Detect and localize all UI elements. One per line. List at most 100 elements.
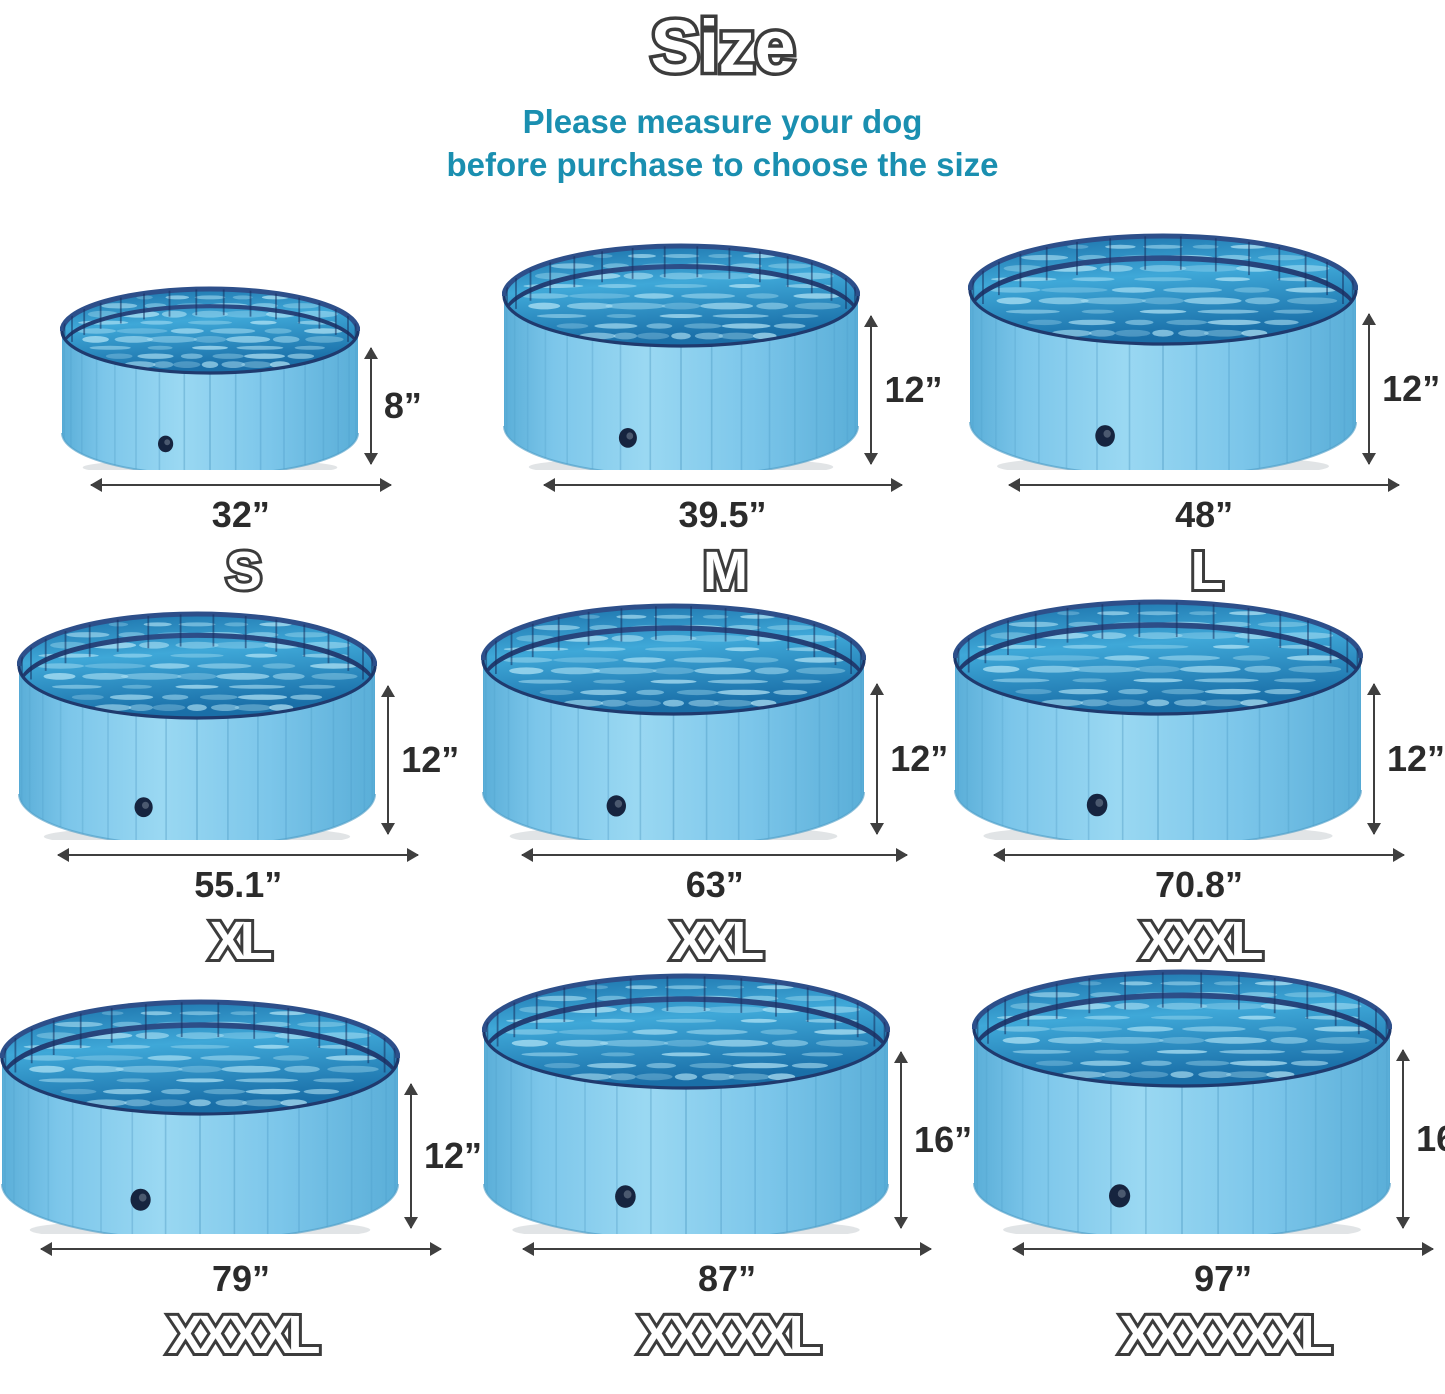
pool-illustration: [972, 969, 1393, 1234]
pool-wall-seams: [974, 1029, 1391, 1234]
drain-plug: [1109, 1184, 1131, 1208]
height-dimension: 12”: [387, 686, 459, 834]
pool-back-rim: [972, 969, 1393, 1030]
size-card-xxxxxl[interactable]: 16” 87” XXXXXL: [482, 972, 972, 1365]
pool-outer-wall: [954, 658, 1361, 840]
subtitle-line-1: Please measure your dog: [522, 102, 923, 140]
diameter-arrow-icon: [58, 854, 419, 856]
size-name-label: XL: [207, 911, 276, 971]
height-label: 12”: [884, 369, 943, 410]
water-sparkles: [22, 1011, 379, 1107]
height-dimension: 16”: [900, 1052, 972, 1228]
pool-wall-seams: [61, 331, 358, 470]
pool-outer-wall: [484, 1032, 889, 1234]
water-sparkles: [522, 254, 842, 340]
pool-wall-seams: [504, 296, 859, 470]
size-card-xl[interactable]: 12” 55.1” XL: [0, 610, 476, 971]
height-label: 8”: [383, 385, 422, 426]
pool-bottom-edge: [1, 1183, 399, 1234]
pool-with-height: 12”: [17, 610, 459, 840]
pool-xxxl: [952, 598, 1363, 840]
height-dimension: 12”: [870, 316, 943, 464]
pool-outer-wall: [483, 660, 865, 840]
size-name-label: XXL: [668, 911, 767, 971]
pool-xxxxxl: [482, 972, 891, 1234]
pool-wall-seams: [483, 660, 865, 840]
diameter-label: 32”: [211, 494, 270, 535]
pool-illustration: [17, 611, 378, 840]
page-subtitle: Please measure your dog before purchase …: [0, 100, 1445, 187]
height-dimension: 8”: [369, 348, 422, 464]
size-card-xxl[interactable]: 12” 63” XXL: [476, 602, 952, 971]
size-card-xxxxl[interactable]: 12” 79” XXXXL: [0, 998, 482, 1365]
pool-with-height: 16”: [482, 972, 972, 1234]
height-label: 12”: [401, 739, 460, 780]
diameter-dimension: 79”: [41, 1248, 442, 1300]
pool-xxxxxxl: [972, 968, 1393, 1234]
pool-back-rim: [481, 603, 867, 661]
pool-back-rim: [17, 611, 378, 667]
diameter-dimension: 55.1”: [58, 854, 419, 906]
diameter-dimension: 63”: [522, 854, 908, 906]
height-dimension: 12”: [1368, 314, 1440, 464]
pool-back-rim: [59, 286, 360, 332]
subtitle-line-2: before purchase to choose the size: [446, 146, 999, 184]
pool-with-height: 12”: [481, 602, 948, 840]
size-card-s[interactable]: 8” 32” S: [0, 285, 482, 601]
size-card-xxxxxxl[interactable]: 16” 97” XXXXXXL: [972, 968, 1445, 1365]
pool-wall-seams: [484, 1032, 889, 1234]
pool-wall-seams: [19, 666, 376, 840]
diameter-label: 48”: [1175, 494, 1234, 535]
size-name-label: XXXXXXL: [1117, 1305, 1336, 1365]
pool-xxl: [481, 602, 867, 840]
height-arrow-icon: [900, 1052, 903, 1228]
diameter-dimension: 48”: [1009, 484, 1400, 536]
size-row: 12” 79” XXXXL: [0, 968, 1445, 1365]
pool-outer-wall: [970, 290, 1357, 470]
diameter-dimension: 32”: [90, 484, 391, 536]
diameter-dimension: 97”: [1013, 1248, 1434, 1300]
pool-illustration: [952, 599, 1363, 840]
pool-s: [59, 285, 360, 470]
pool-back-rim: [502, 243, 861, 297]
pool-illustration: [502, 243, 861, 470]
height-dimension: 16”: [1402, 1050, 1445, 1228]
height-arrow-icon: [1368, 314, 1371, 464]
height-label: 16”: [914, 1119, 973, 1160]
drain-plug: [130, 1188, 151, 1211]
diameter-arrow-icon: [90, 484, 391, 486]
drain-plug: [134, 797, 153, 818]
size-card-xxxl[interactable]: 12” 70.8” XXXL: [952, 598, 1445, 971]
height-arrow-icon: [387, 686, 390, 834]
pool-illustration: [482, 973, 891, 1234]
diameter-label: 55.1”: [194, 864, 283, 905]
size-card-m[interactable]: 12” 39.5” M: [482, 242, 964, 601]
pool-with-height: 12”: [502, 242, 943, 470]
diameter-label: 87”: [698, 1258, 757, 1299]
size-name-label: XXXXL: [164, 1305, 323, 1365]
pool-wall-seams: [2, 1058, 398, 1234]
drain-plug: [619, 428, 638, 448]
pool-bottom-edge: [503, 425, 860, 470]
pool-xl: [17, 610, 378, 840]
page-title: Size: [647, 4, 799, 88]
pool-bottom-edge: [969, 421, 1358, 470]
drain-plug: [606, 795, 627, 817]
diameter-dimension: 39.5”: [543, 484, 902, 536]
pool-with-height: 8”: [59, 285, 422, 470]
water-sparkles: [989, 244, 1338, 337]
height-label: 16”: [1416, 1118, 1445, 1159]
pool-l: [968, 232, 1359, 470]
diameter-label: 79”: [211, 1258, 271, 1299]
height-label: 12”: [890, 738, 949, 779]
pool-bottom-edge: [482, 791, 866, 840]
size-card-l[interactable]: 12” 48” L: [963, 232, 1445, 601]
pool-m: [502, 242, 861, 470]
size-name-label: M: [700, 541, 751, 601]
size-name-label: XXXL: [1137, 911, 1266, 971]
pool-illustration: [481, 603, 867, 840]
pool-bottom-edge: [60, 432, 359, 470]
pool-bottom-edge: [973, 1182, 1392, 1234]
pool-with-height: 12”: [968, 232, 1440, 470]
height-arrow-icon: [1372, 684, 1375, 834]
